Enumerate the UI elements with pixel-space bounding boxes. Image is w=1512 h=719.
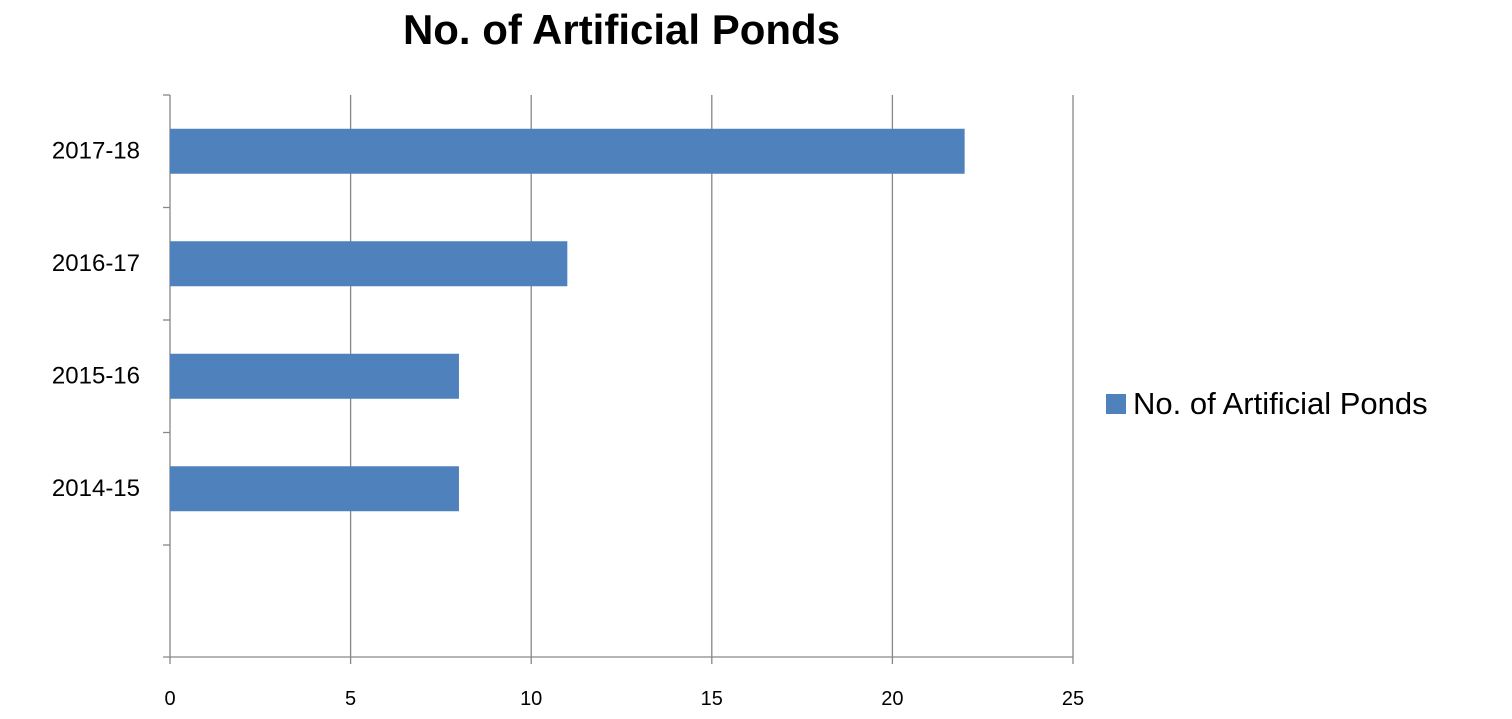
x-tick-label: 5: [345, 688, 356, 710]
legend-label: No. of Artificial Ponds: [1133, 386, 1428, 421]
x-tick-label: 25: [1062, 688, 1084, 710]
bar: [170, 353, 459, 399]
bar: [170, 241, 568, 287]
x-tick-label: 15: [701, 688, 723, 710]
x-tick-label: 20: [881, 688, 903, 710]
y-category-label: 2016-17: [52, 250, 140, 277]
chart-title: No. of Artificial Ponds: [402, 6, 841, 53]
legend: No. of Artificial Ponds: [1106, 384, 1428, 424]
y-category-label: 2017-18: [52, 137, 140, 164]
x-tick-label: 10: [520, 688, 542, 710]
bar: [170, 128, 965, 174]
y-category-label: 2015-16: [52, 362, 140, 389]
x-tick-label: 0: [164, 688, 175, 710]
y-category-label: 2014-15: [52, 475, 140, 502]
bar: [170, 466, 459, 512]
legend-swatch: [1106, 394, 1126, 414]
